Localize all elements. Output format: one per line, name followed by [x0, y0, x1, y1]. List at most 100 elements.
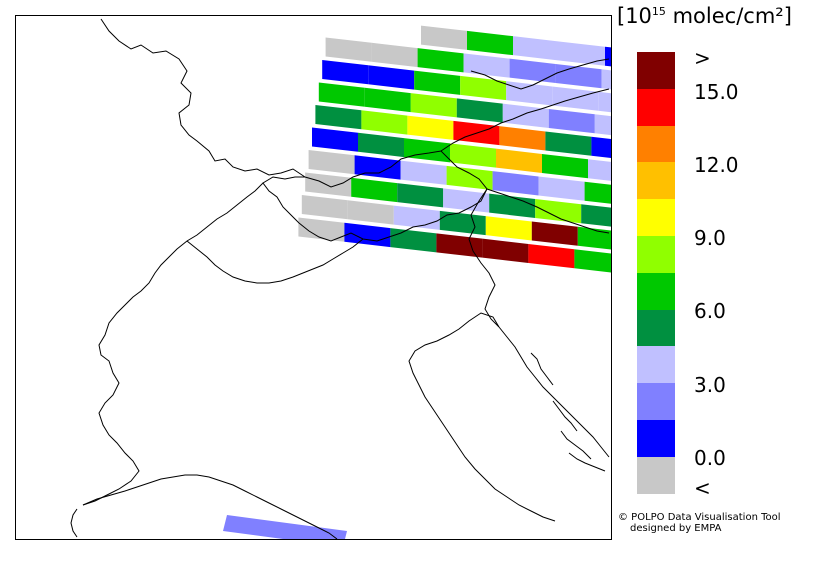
swath-pixel: [581, 204, 611, 227]
legend-title-unit: molec/cm²]: [665, 4, 792, 28]
swath-pixel: [446, 165, 493, 191]
swath-pixel: [400, 160, 447, 185]
swath-pixel: [414, 70, 461, 95]
swath-pixel: [588, 159, 611, 181]
swath-pixel: [325, 37, 372, 62]
swath-pixel: [397, 183, 444, 208]
swath-pixel: [598, 91, 611, 113]
swath-pixel: [538, 176, 585, 201]
islands-dalmatia-1: [530, 352, 554, 386]
swath-pixel: [443, 188, 490, 213]
island-corsica: [70, 508, 78, 538]
swath-pixel: [545, 131, 592, 156]
swath-pixel: [460, 75, 507, 101]
swath-pixel: [499, 126, 546, 151]
swath-pixel: [456, 98, 503, 123]
swath-strip-bottom: [223, 515, 347, 539]
swath-pixel: [513, 36, 559, 61]
color-legend: [1015 molec/cm²] > 15.0 12.0 9.0 6.0 3.0…: [612, 0, 813, 566]
swath-pixel: [594, 114, 611, 136]
swath-pixel: [318, 82, 365, 107]
country-borders: [70, 18, 610, 539]
legend-swatch: [637, 236, 675, 274]
swath-pixel: [535, 198, 582, 224]
swath-pixel: [347, 200, 394, 225]
border-austria-italy: [486, 188, 610, 234]
swath-pixel: [407, 115, 454, 140]
legend-label-over: >: [694, 46, 711, 70]
islands-dalmatia-2: [552, 400, 578, 432]
swath-pixel: [574, 249, 611, 273]
islands-dalmatia-3: [560, 430, 592, 460]
map-canvas: [70, 18, 611, 539]
swath-pixel: [361, 110, 408, 135]
legend-swatch: [637, 162, 675, 200]
swath-pixel: [548, 108, 595, 134]
legend-label-9: 9.0: [694, 226, 726, 250]
swath-pixel: [467, 30, 513, 56]
legend-swatch: [637, 199, 675, 237]
swath-pixel: [485, 216, 532, 241]
swath-pixel: [439, 210, 486, 236]
map-panel: [15, 15, 612, 540]
swath-pixel: [410, 93, 457, 118]
legend-swatch: [637, 309, 675, 347]
legend-title-exponent: 15: [651, 5, 666, 18]
legend-label-12: 12.0: [694, 153, 739, 177]
swath-pixel: [463, 53, 510, 78]
swath-pixel: [496, 148, 542, 173]
legend-label-6: 6.0: [694, 299, 726, 323]
swath-pixel: [506, 81, 553, 106]
coastline-ligurian: [82, 474, 338, 539]
swath-pixel: [305, 172, 352, 197]
swath-pixel: [404, 138, 450, 163]
border-slovenia: [468, 188, 500, 328]
legend-title: [1015 molec/cm²]: [617, 4, 792, 28]
swath-pixel: [322, 60, 369, 85]
swath-pixel: [315, 105, 362, 130]
legend-label-under: <: [694, 476, 711, 500]
swath-pixel: [591, 136, 611, 158]
border-switzerland: [262, 150, 488, 242]
swath-pixel: [351, 177, 398, 203]
swath-pixel: [344, 222, 391, 248]
swath-pixel: [502, 103, 549, 128]
legend-label-15: 15.0: [694, 80, 739, 104]
legend-swatch: [637, 456, 675, 495]
swath-pixel: [390, 228, 437, 253]
border-france-germany: [100, 18, 306, 178]
legend-swatch: [637, 383, 675, 421]
swath-pixel: [531, 221, 578, 246]
swath-pixel: [450, 143, 496, 168]
swath-pixel: [492, 171, 539, 196]
swath-pixel: [358, 132, 404, 158]
legend-label-0: 0.0: [694, 446, 726, 470]
swath-pixel: [312, 127, 358, 152]
credit-line-2: designed by EMPA: [630, 523, 722, 534]
swath-pixel: [364, 87, 411, 113]
legend-title-base: [10: [617, 4, 652, 28]
legend-swatch: [637, 272, 675, 311]
swath-pixel: [368, 65, 415, 90]
legend-swatch: [637, 420, 675, 458]
legend-label-3: 3.0: [694, 373, 726, 397]
swath-pixel: [542, 153, 588, 179]
swath-pixel: [354, 155, 401, 180]
swath-pixel: [489, 193, 536, 218]
swath-pixel: [301, 195, 348, 220]
swath-pixel: [559, 41, 605, 66]
credit-line-1: © POLPO Data Visualisation Tool: [618, 512, 781, 523]
swath-pixel: [421, 25, 467, 50]
islands-dalmatia-4: [568, 452, 606, 472]
swath-pixel: [371, 42, 418, 68]
swath-pixel: [417, 48, 464, 73]
swath-pixel: [584, 181, 611, 204]
border-austria-germany: [440, 88, 610, 152]
border-czech: [470, 58, 610, 90]
swath-pixel: [436, 233, 483, 258]
swath-pixel: [605, 46, 611, 67]
legend-swatch: [637, 125, 675, 163]
swath-pixel: [509, 58, 556, 83]
swath-pixel: [482, 238, 529, 263]
swath-pixel: [298, 217, 345, 242]
